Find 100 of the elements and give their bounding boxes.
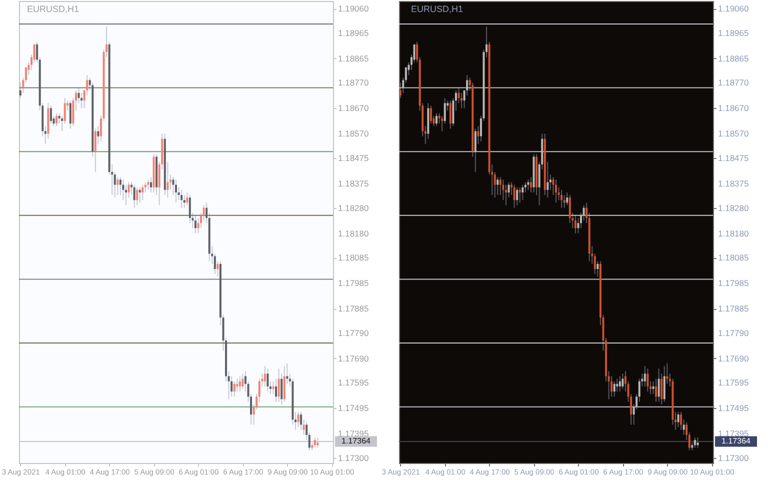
chart-title: EURUSD,H1 xyxy=(411,4,464,14)
candlestick xyxy=(194,214,196,234)
candlestick xyxy=(518,186,521,204)
y-tick-label: 1.18965 xyxy=(718,28,749,38)
y-tick-label: 1.17595 xyxy=(338,378,369,388)
candlestick xyxy=(613,380,616,398)
candlestick xyxy=(513,184,516,208)
y-tick-label: 1.17495 xyxy=(338,403,369,414)
candlestick xyxy=(238,376,241,392)
candlestick xyxy=(555,179,557,204)
candlestick xyxy=(147,179,150,190)
y-tick-label: 1.18770 xyxy=(338,78,369,88)
candlestick xyxy=(474,128,476,173)
candlestick xyxy=(618,376,621,392)
candlestick xyxy=(622,373,624,390)
candlestick xyxy=(186,192,188,206)
candlestick xyxy=(696,436,699,448)
candlestick xyxy=(61,115,64,132)
y-tick-label: 1.18475 xyxy=(338,152,369,163)
y-tick-label: 1.17690 xyxy=(718,353,749,364)
candlestick xyxy=(694,436,696,448)
candlestick xyxy=(646,368,649,392)
y-tick-label: 1.18085 xyxy=(718,252,749,263)
candlestick xyxy=(502,179,504,201)
y-tick-label: 1.17985 xyxy=(338,278,369,288)
candlestick xyxy=(133,184,136,208)
y-tick-label: 1.18180 xyxy=(338,228,369,238)
candlestick xyxy=(80,92,83,109)
candlestick xyxy=(663,366,666,402)
candlestick xyxy=(275,378,278,402)
y-tick-label: 1.17985 xyxy=(718,278,749,288)
y-tick-label: 1.18475 xyxy=(718,152,749,163)
y-tick-label: 1.17300 xyxy=(338,452,369,463)
candlestick xyxy=(122,179,124,201)
candlestick xyxy=(560,189,563,208)
candlestick xyxy=(136,186,138,206)
y-tick-label: 1.17790 xyxy=(718,328,749,338)
candlestick xyxy=(568,194,571,224)
candlestick xyxy=(138,186,141,204)
candlestick xyxy=(278,368,280,402)
candlestick xyxy=(616,378,618,392)
y-tick-label: 1.18770 xyxy=(718,78,749,88)
y-tick-label: 1.17885 xyxy=(338,304,369,314)
candlestick xyxy=(175,179,177,204)
y-tick-label: 1.17595 xyxy=(718,378,749,388)
y-tick-label: 1.19060 xyxy=(718,4,749,14)
candlestick xyxy=(574,214,576,234)
candlestick xyxy=(677,411,680,428)
candlestick xyxy=(142,184,144,201)
candlestick xyxy=(516,186,518,206)
y-tick-label: 1.18865 xyxy=(718,53,749,64)
candlestick xyxy=(188,194,191,224)
candlestick xyxy=(233,380,236,398)
y-tick-label: 1.17495 xyxy=(718,403,749,414)
candlestick xyxy=(436,112,438,127)
candlestick xyxy=(56,112,58,127)
y-tick-label: 1.18280 xyxy=(338,202,369,213)
y-tick-label: 1.18375 xyxy=(718,178,749,189)
candlestick xyxy=(577,217,580,234)
y-tick-label: 1.18570 xyxy=(338,128,369,139)
candlestick xyxy=(242,373,244,390)
y-tick-label: 1.17300 xyxy=(718,452,749,463)
candlestick xyxy=(566,192,568,206)
candlestick xyxy=(297,411,300,428)
candlestick xyxy=(460,92,463,109)
y-tick-label: 1.18280 xyxy=(718,202,749,213)
candlestick xyxy=(150,176,152,193)
y-tick-label: 1.17790 xyxy=(338,328,369,338)
candlestick xyxy=(530,176,532,193)
candlestick xyxy=(283,366,286,402)
y-tick-label: 1.18085 xyxy=(338,252,369,263)
candlestick xyxy=(449,100,452,130)
y-tick-label: 1.18375 xyxy=(338,178,369,189)
y-tick-label: 1.19060 xyxy=(338,4,369,14)
candlestick xyxy=(563,194,566,208)
y-tick-label: 1.17690 xyxy=(338,353,369,364)
y-tick-label: 1.18180 xyxy=(718,228,749,238)
y-tick-label: 1.18670 xyxy=(338,103,369,114)
candlestick xyxy=(183,194,186,208)
y-tick-label: 1.18865 xyxy=(338,53,369,64)
candlestick xyxy=(655,378,658,402)
candlestick xyxy=(50,105,52,124)
y-tick-label: 1.18570 xyxy=(718,128,749,139)
y-tick-label: 1.17885 xyxy=(718,304,749,314)
candlestick xyxy=(266,368,269,392)
candlestick xyxy=(94,128,96,173)
candlestick xyxy=(522,184,524,201)
ref-line-label: 1.17364 xyxy=(722,436,752,446)
y-tick-label: 1.17395 xyxy=(718,428,749,439)
candlestick xyxy=(236,378,238,392)
ref-line-label: 1.17364 xyxy=(342,436,372,446)
y-tick-label: 1.18965 xyxy=(338,28,369,38)
candlestick xyxy=(658,368,660,402)
y-tick-label: 1.17395 xyxy=(338,428,369,439)
candlestick xyxy=(527,179,530,190)
candlestick xyxy=(180,189,183,208)
candlestick xyxy=(69,100,72,130)
candlestick xyxy=(197,217,200,234)
y-tick-label: 1.18670 xyxy=(718,103,749,114)
candlestick xyxy=(441,115,444,132)
